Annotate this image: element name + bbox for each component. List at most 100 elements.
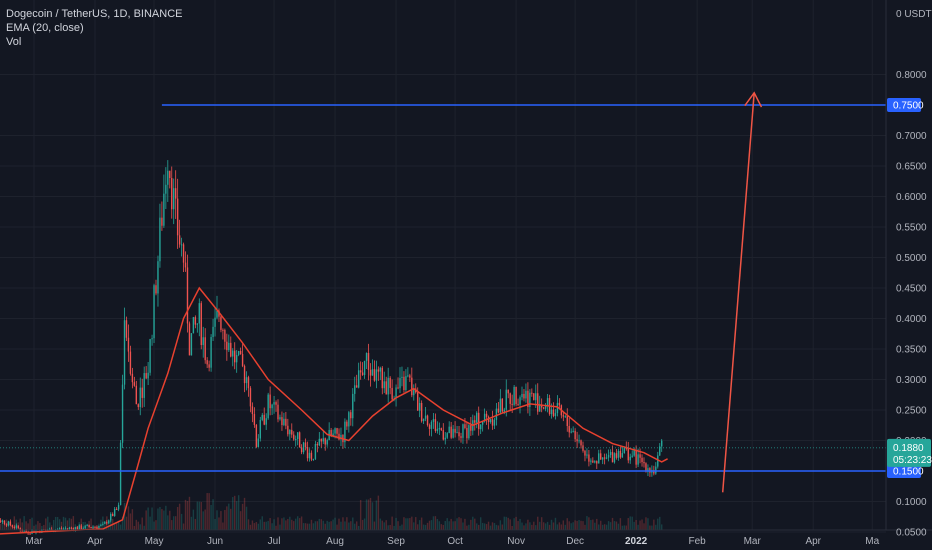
candle-body bbox=[474, 420, 476, 423]
candle-body bbox=[375, 369, 378, 381]
candle-body bbox=[121, 384, 124, 443]
volume-bar bbox=[334, 517, 336, 530]
candle-body bbox=[271, 404, 273, 409]
arrow-head[interactable] bbox=[744, 91, 763, 108]
candle-body bbox=[558, 402, 561, 406]
volume-bar bbox=[450, 518, 452, 530]
volume-bar bbox=[316, 521, 319, 530]
candle-body bbox=[218, 310, 220, 317]
candle-body bbox=[108, 520, 110, 524]
price-tick-label: 0.8000 bbox=[896, 70, 927, 81]
candle-body bbox=[340, 434, 342, 440]
volume-bar bbox=[560, 524, 563, 530]
ema-indicator-label[interactable]: EMA (20, close) bbox=[6, 22, 84, 34]
volume-bar bbox=[389, 524, 391, 530]
candle-body bbox=[275, 402, 277, 405]
volume-bar bbox=[415, 517, 417, 530]
volume-bar bbox=[476, 523, 478, 530]
volume-bar bbox=[576, 520, 578, 530]
volume-bar bbox=[228, 503, 230, 530]
volume-bar bbox=[328, 521, 330, 530]
volume-bar bbox=[344, 521, 346, 530]
volume-bar bbox=[517, 521, 519, 530]
time-tick-label: Jul bbox=[268, 536, 281, 547]
volume-bar bbox=[385, 520, 387, 530]
projection-arrow[interactable] bbox=[721, 91, 763, 493]
candle-body bbox=[143, 373, 145, 398]
candle-body bbox=[190, 333, 193, 356]
volume-bar bbox=[165, 505, 167, 530]
candle-body bbox=[621, 453, 624, 458]
time-tick-label: Mar bbox=[25, 536, 43, 547]
candle-body bbox=[66, 528, 69, 530]
candle-body bbox=[80, 525, 82, 530]
candle-body bbox=[468, 425, 470, 439]
candle-body bbox=[196, 323, 199, 325]
volume-bar bbox=[243, 497, 246, 530]
candle-body bbox=[659, 446, 661, 456]
volume-bar bbox=[527, 519, 529, 530]
candle-countdown-text: 05:23:23 bbox=[893, 455, 932, 466]
volume-bar bbox=[603, 524, 606, 530]
volume-bar bbox=[155, 520, 157, 530]
volume-bar bbox=[462, 522, 464, 530]
candle-body bbox=[212, 326, 214, 338]
volume-bar bbox=[442, 524, 444, 530]
volume-bar bbox=[601, 524, 604, 530]
symbol-title[interactable]: Dogecoin / TetherUS, 1D, BINANCE bbox=[6, 8, 183, 20]
volume-bar bbox=[131, 509, 134, 530]
candle-body bbox=[594, 461, 596, 463]
volume-bar bbox=[35, 524, 37, 530]
volume-bar bbox=[489, 525, 492, 530]
volume-bar bbox=[631, 516, 633, 530]
volume-indicator-label[interactable]: Vol bbox=[6, 36, 22, 48]
candle-body bbox=[293, 434, 295, 440]
grid bbox=[0, 0, 886, 533]
time-axis[interactable]: Mar Apr May Jun Jul Aug Sep Oct Nov Dec 2022 Feb Mar… bbox=[25, 536, 879, 547]
volume-bar bbox=[472, 516, 474, 530]
candle-body bbox=[220, 316, 222, 330]
candle-body bbox=[214, 317, 216, 327]
candle-body bbox=[403, 376, 405, 391]
volume-bar bbox=[304, 523, 307, 530]
candle-body bbox=[157, 261, 159, 294]
candle-body bbox=[306, 446, 309, 459]
volume-bar bbox=[401, 524, 403, 530]
candle-body bbox=[224, 329, 226, 342]
volume-bar bbox=[267, 520, 269, 530]
candle-body bbox=[129, 351, 132, 374]
volume-bar bbox=[533, 521, 535, 530]
price-tick-label: 0.4000 bbox=[896, 314, 927, 325]
volume-bar bbox=[454, 521, 456, 530]
volume-bar bbox=[39, 523, 41, 530]
volume-bar bbox=[139, 524, 141, 530]
candle-body bbox=[82, 528, 84, 530]
volume-bar bbox=[58, 519, 61, 530]
volume-bar bbox=[263, 521, 265, 530]
horizontal-levels[interactable] bbox=[0, 104, 886, 472]
volume-bar bbox=[127, 506, 130, 530]
volume-bar bbox=[379, 518, 382, 530]
candle-body bbox=[314, 443, 317, 459]
arrow-shaft[interactable] bbox=[721, 92, 755, 493]
volume-bar bbox=[208, 493, 210, 530]
volume-bar bbox=[434, 516, 437, 530]
volume-bar bbox=[637, 524, 639, 530]
time-tick-label: 2022 bbox=[625, 536, 648, 547]
candle-body bbox=[119, 442, 122, 506]
volume-bar bbox=[617, 523, 620, 530]
volume-bar bbox=[507, 517, 509, 530]
volume-bar bbox=[141, 517, 143, 530]
volume-bar bbox=[178, 503, 181, 530]
volume-bar bbox=[161, 509, 163, 530]
candle-body bbox=[363, 360, 366, 376]
price-tick-label: 0.7000 bbox=[896, 131, 927, 142]
volume-bar bbox=[357, 525, 360, 530]
candle-body bbox=[151, 338, 153, 340]
candle-body bbox=[460, 436, 462, 438]
candle-body bbox=[133, 382, 136, 386]
volume-bar bbox=[395, 517, 397, 530]
candle-body bbox=[432, 419, 435, 422]
volume-bar bbox=[279, 524, 281, 530]
